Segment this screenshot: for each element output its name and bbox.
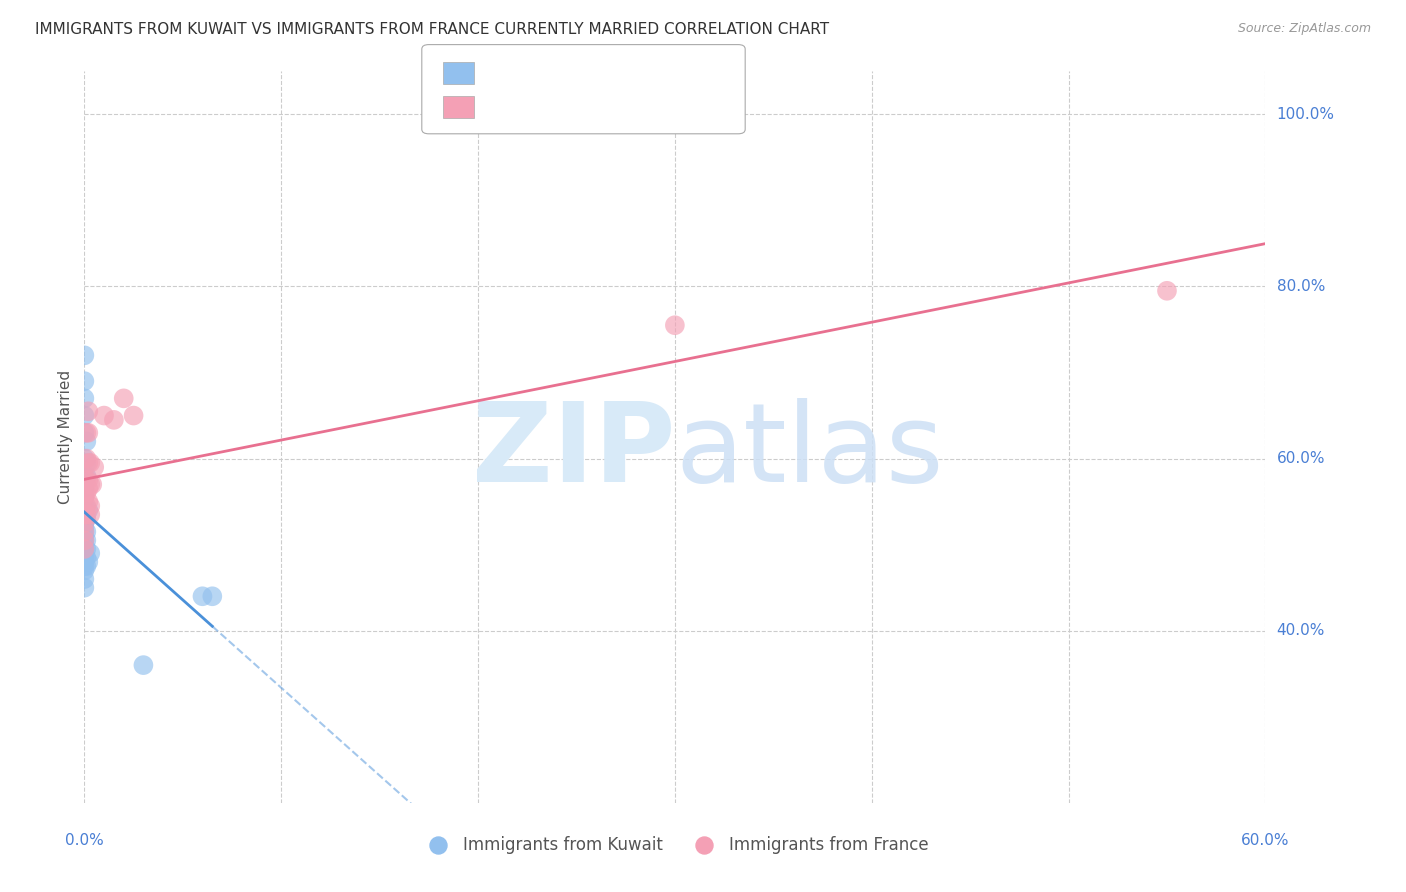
Point bbox=[73, 524, 96, 539]
Point bbox=[77, 503, 100, 517]
Point bbox=[75, 512, 97, 526]
Point bbox=[73, 541, 96, 556]
Point bbox=[75, 508, 97, 522]
Point bbox=[75, 434, 97, 449]
Point bbox=[79, 477, 101, 491]
Point bbox=[73, 392, 96, 406]
Point bbox=[73, 425, 96, 440]
Point bbox=[73, 520, 96, 534]
Point bbox=[73, 559, 96, 574]
Point bbox=[73, 541, 96, 556]
Point bbox=[73, 468, 96, 483]
Point bbox=[75, 451, 97, 466]
Point bbox=[75, 524, 97, 539]
Point bbox=[75, 456, 97, 470]
Point bbox=[103, 413, 125, 427]
Point bbox=[75, 550, 97, 565]
Text: ZIP: ZIP bbox=[471, 398, 675, 505]
Text: R =: R = bbox=[479, 99, 517, 114]
Point bbox=[73, 529, 96, 543]
Point bbox=[75, 468, 97, 483]
Point bbox=[82, 477, 104, 491]
Point bbox=[73, 508, 96, 522]
Point bbox=[73, 374, 96, 388]
Point bbox=[73, 564, 96, 578]
Text: 0.0%: 0.0% bbox=[65, 833, 104, 848]
Text: 60.0%: 60.0% bbox=[1277, 451, 1324, 467]
Point bbox=[77, 473, 100, 487]
Point bbox=[73, 491, 96, 505]
Text: -0.109: -0.109 bbox=[515, 64, 579, 82]
Point bbox=[77, 494, 100, 508]
Point bbox=[73, 499, 96, 513]
Point bbox=[73, 538, 96, 552]
Point bbox=[112, 392, 135, 406]
Text: 40: 40 bbox=[610, 64, 636, 82]
Point bbox=[73, 512, 96, 526]
Text: 80.0%: 80.0% bbox=[1277, 279, 1324, 294]
Point bbox=[73, 348, 96, 362]
Point bbox=[83, 460, 105, 475]
Point bbox=[77, 456, 100, 470]
Point bbox=[73, 581, 96, 595]
Point bbox=[79, 456, 101, 470]
Point bbox=[75, 541, 97, 556]
Point bbox=[73, 516, 96, 530]
Point bbox=[73, 572, 96, 586]
Y-axis label: Currently Married: Currently Married bbox=[58, 370, 73, 504]
Point bbox=[73, 491, 96, 505]
Point bbox=[132, 658, 155, 673]
Point bbox=[75, 486, 97, 500]
Text: R =: R = bbox=[479, 66, 513, 80]
Point bbox=[73, 555, 96, 569]
Text: N =: N = bbox=[571, 66, 614, 80]
Point bbox=[75, 533, 97, 548]
Point bbox=[201, 589, 224, 603]
Point bbox=[73, 473, 96, 487]
Legend: Immigrants from Kuwait, Immigrants from France: Immigrants from Kuwait, Immigrants from … bbox=[415, 829, 935, 860]
Point bbox=[73, 550, 96, 565]
Point bbox=[73, 546, 96, 560]
Point bbox=[1156, 284, 1178, 298]
Point bbox=[73, 409, 96, 423]
Text: 40.0%: 40.0% bbox=[1277, 624, 1324, 638]
Point bbox=[122, 409, 145, 423]
Point bbox=[79, 546, 101, 560]
Point bbox=[191, 589, 214, 603]
Point bbox=[77, 425, 100, 440]
Text: N =: N = bbox=[571, 99, 614, 114]
Point bbox=[79, 499, 101, 513]
Point bbox=[75, 559, 97, 574]
Point bbox=[77, 555, 100, 569]
Point bbox=[75, 499, 97, 513]
Point bbox=[73, 516, 96, 530]
Point bbox=[73, 451, 96, 466]
Text: 100.0%: 100.0% bbox=[1277, 107, 1334, 122]
Text: Source: ZipAtlas.com: Source: ZipAtlas.com bbox=[1237, 22, 1371, 36]
Text: atlas: atlas bbox=[675, 398, 943, 505]
Point bbox=[75, 473, 97, 487]
Point bbox=[73, 524, 96, 539]
Point bbox=[77, 404, 100, 418]
Point bbox=[75, 425, 97, 440]
Text: IMMIGRANTS FROM KUWAIT VS IMMIGRANTS FROM FRANCE CURRENTLY MARRIED CORRELATION C: IMMIGRANTS FROM KUWAIT VS IMMIGRANTS FRO… bbox=[35, 22, 830, 37]
Point bbox=[664, 318, 686, 333]
Point bbox=[79, 508, 101, 522]
Text: 0.688: 0.688 bbox=[515, 98, 572, 116]
Point bbox=[77, 482, 100, 496]
Point bbox=[93, 409, 115, 423]
Point bbox=[73, 482, 96, 496]
Text: 31: 31 bbox=[610, 98, 636, 116]
Point bbox=[73, 533, 96, 548]
Text: 60.0%: 60.0% bbox=[1241, 833, 1289, 848]
Point bbox=[73, 533, 96, 548]
